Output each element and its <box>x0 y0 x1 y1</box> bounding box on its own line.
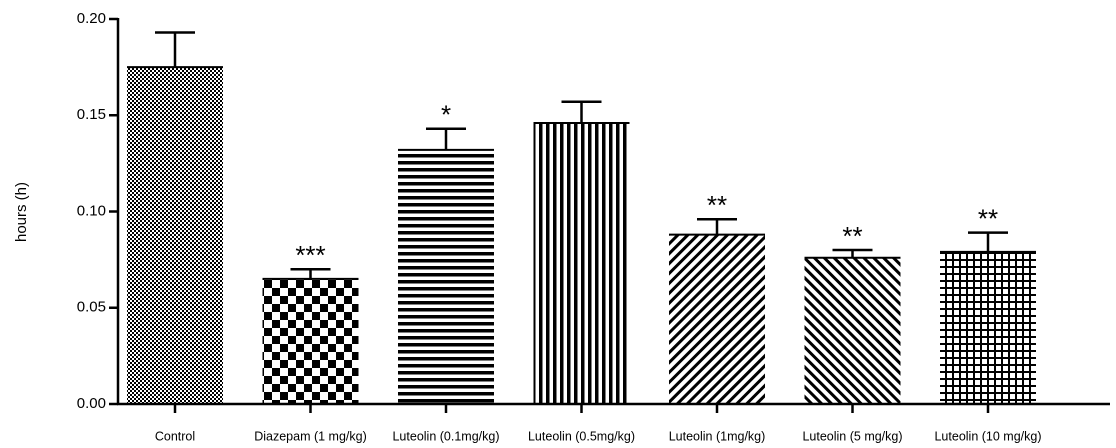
significance-label: ** <box>978 204 998 234</box>
bar <box>940 251 1036 404</box>
significance-label: *** <box>295 240 325 270</box>
significance-label: ** <box>842 221 862 251</box>
bar <box>804 257 901 404</box>
x-tick-label: Luteolin (5 mg/kg) <box>802 429 902 443</box>
y-tick-label: 0.10 <box>77 202 106 219</box>
bar <box>398 149 494 404</box>
bar <box>262 278 359 404</box>
significance-label: ** <box>707 190 727 220</box>
x-tick-label: Luteolin (0.1mg/kg) <box>392 429 499 443</box>
y-tick-label: 0.05 <box>77 299 106 316</box>
bar <box>533 122 630 404</box>
y-tick-label: 0.00 <box>77 395 106 412</box>
x-tick-label: Control <box>155 429 195 443</box>
y-axis-label: hours (h) <box>13 182 30 242</box>
y-tick-label: 0.20 <box>77 10 106 27</box>
x-tick-label: Luteolin (10 mg/kg) <box>934 429 1041 443</box>
significance-label: * <box>441 100 451 130</box>
x-tick-label: Luteolin (1mg/kg) <box>669 429 766 443</box>
x-tick-label: Diazepam (1 mg/kg) <box>254 429 367 443</box>
x-tick-label: Luteolin (0.5mg/kg) <box>528 429 635 443</box>
y-tick-label: 0.15 <box>77 106 106 123</box>
bar <box>669 234 765 404</box>
bar <box>127 67 223 404</box>
